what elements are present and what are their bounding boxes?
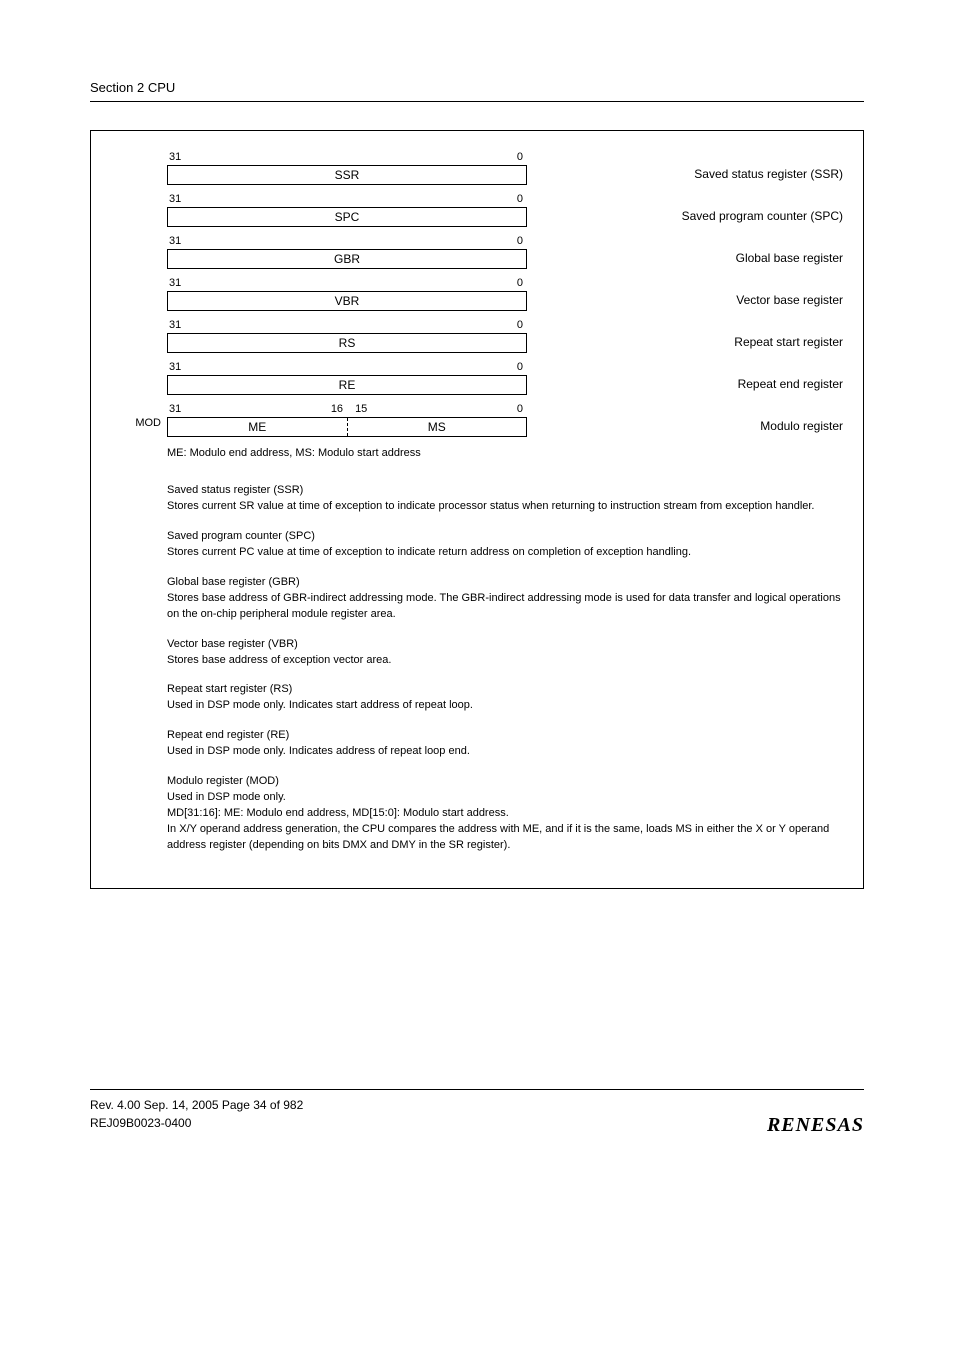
register-diagram-box: 31 0 SSR Saved status register (SSR) 31 … xyxy=(90,130,864,889)
register-block-mod: MOD 31 16 15 0 ME MS Modulo register xyxy=(111,403,843,437)
description-body-line: Stores base address of GBR-indirect addr… xyxy=(167,591,843,623)
register-rect: RS xyxy=(167,333,527,353)
footer-rule xyxy=(90,1089,864,1090)
register-description: Modulo register xyxy=(742,403,843,433)
bit-label: 0 xyxy=(517,277,523,289)
register-side-label xyxy=(111,361,167,375)
register-rect-split: ME MS xyxy=(167,417,527,437)
register-block: 31 0 VBR Vector base register xyxy=(111,277,843,311)
description-block: Repeat start register (RS)Used in DSP mo… xyxy=(167,682,843,714)
bit-label: 0 xyxy=(517,235,523,247)
description-body-line: Used in DSP mode only. Indicates address… xyxy=(167,744,843,760)
register-description: Saved status register (SSR) xyxy=(676,151,843,181)
description-block: Vector base register (VBR)Stores base ad… xyxy=(167,637,843,669)
description-title: Vector base register (VBR) xyxy=(167,637,843,653)
footer-rev: Rev. 4.00 Sep. 14, 2005 Page 34 of 982 xyxy=(90,1096,727,1114)
bit-label: 31 xyxy=(169,277,181,289)
bit-label: 0 xyxy=(517,319,523,331)
bit-label: 0 xyxy=(517,151,523,163)
description-body-line: In X/Y operand address generation, the C… xyxy=(167,822,843,854)
description-title: Modulo register (MOD) xyxy=(167,774,843,790)
bit-label: 31 xyxy=(169,319,181,331)
bit-label: 15 xyxy=(349,403,367,415)
renesas-logo: RENESAS xyxy=(727,1096,864,1140)
header-rule xyxy=(90,101,864,102)
description-title: Repeat end register (RE) xyxy=(167,728,843,744)
description-body-line: MD[31:16]: ME: Modulo end address, MD[15… xyxy=(167,806,843,822)
register-description: Global base register xyxy=(718,235,843,265)
register-description: Repeat start register xyxy=(716,319,843,349)
register-half-right: MS xyxy=(348,418,527,436)
description-title: Saved status register (SSR) xyxy=(167,483,843,499)
register-block: 31 0 SSR Saved status register (SSR) xyxy=(111,151,843,185)
bit-label: 31 xyxy=(169,151,181,163)
bit-label: 31 xyxy=(169,235,181,247)
register-block: 31 0 RS Repeat start register xyxy=(111,319,843,353)
section-header: Section 2 CPU xyxy=(90,80,864,95)
bit-label: 0 xyxy=(517,403,523,415)
description-title: Saved program counter (SPC) xyxy=(167,529,843,545)
description-title: Global base register (GBR) xyxy=(167,575,843,591)
description-body-line: Used in DSP mode only. xyxy=(167,790,843,806)
bit-label: 0 xyxy=(517,361,523,373)
description-block: Global base register (GBR)Stores base ad… xyxy=(167,575,843,623)
register-rect: SSR xyxy=(167,165,527,185)
modulo-note: ME: Modulo end address, MS: Modulo start… xyxy=(167,447,843,459)
register-block: 31 0 GBR Global base register xyxy=(111,235,843,269)
bit-label: 16 xyxy=(331,403,349,415)
register-side-label xyxy=(111,235,167,249)
description-block: Saved program counter (SPC)Stores curren… xyxy=(167,529,843,561)
register-side-label xyxy=(111,193,167,207)
bit-label: 31 xyxy=(169,361,181,373)
register-block: 31 0 RE Repeat end register xyxy=(111,361,843,395)
description-block: Saved status register (SSR)Stores curren… xyxy=(167,483,843,515)
description-body-line: Stores base address of exception vector … xyxy=(167,653,843,669)
register-description: Saved program counter (SPC) xyxy=(664,193,843,223)
register-rect: VBR xyxy=(167,291,527,311)
bit-label: 0 xyxy=(517,193,523,205)
register-description: Vector base register xyxy=(718,277,843,307)
bit-label: 31 xyxy=(169,193,181,205)
page-footer: Rev. 4.00 Sep. 14, 2005 Page 34 of 982 R… xyxy=(90,1089,864,1140)
register-side-label xyxy=(111,151,167,165)
register-side-label: MOD xyxy=(111,403,167,429)
register-half-left: ME xyxy=(168,418,348,436)
description-block: Repeat end register (RE)Used in DSP mode… xyxy=(167,728,843,760)
description-body-line: Used in DSP mode only. Indicates start a… xyxy=(167,698,843,714)
register-rect: GBR xyxy=(167,249,527,269)
description-section: Saved status register (SSR)Stores curren… xyxy=(167,483,843,854)
register-side-label xyxy=(111,277,167,291)
description-body-line: Stores current SR value at time of excep… xyxy=(167,499,843,515)
description-block: Modulo register (MOD)Used in DSP mode on… xyxy=(167,774,843,854)
register-description: Repeat end register xyxy=(720,361,843,391)
footer-docid: REJ09B0023-0400 xyxy=(90,1114,727,1132)
register-rect: SPC xyxy=(167,207,527,227)
register-rect: RE xyxy=(167,375,527,395)
register-side-label xyxy=(111,319,167,333)
description-body-line: Stores current PC value at time of excep… xyxy=(167,545,843,561)
description-title: Repeat start register (RS) xyxy=(167,682,843,698)
bit-label: 31 xyxy=(169,403,181,415)
register-block: 31 0 SPC Saved program counter (SPC) xyxy=(111,193,843,227)
